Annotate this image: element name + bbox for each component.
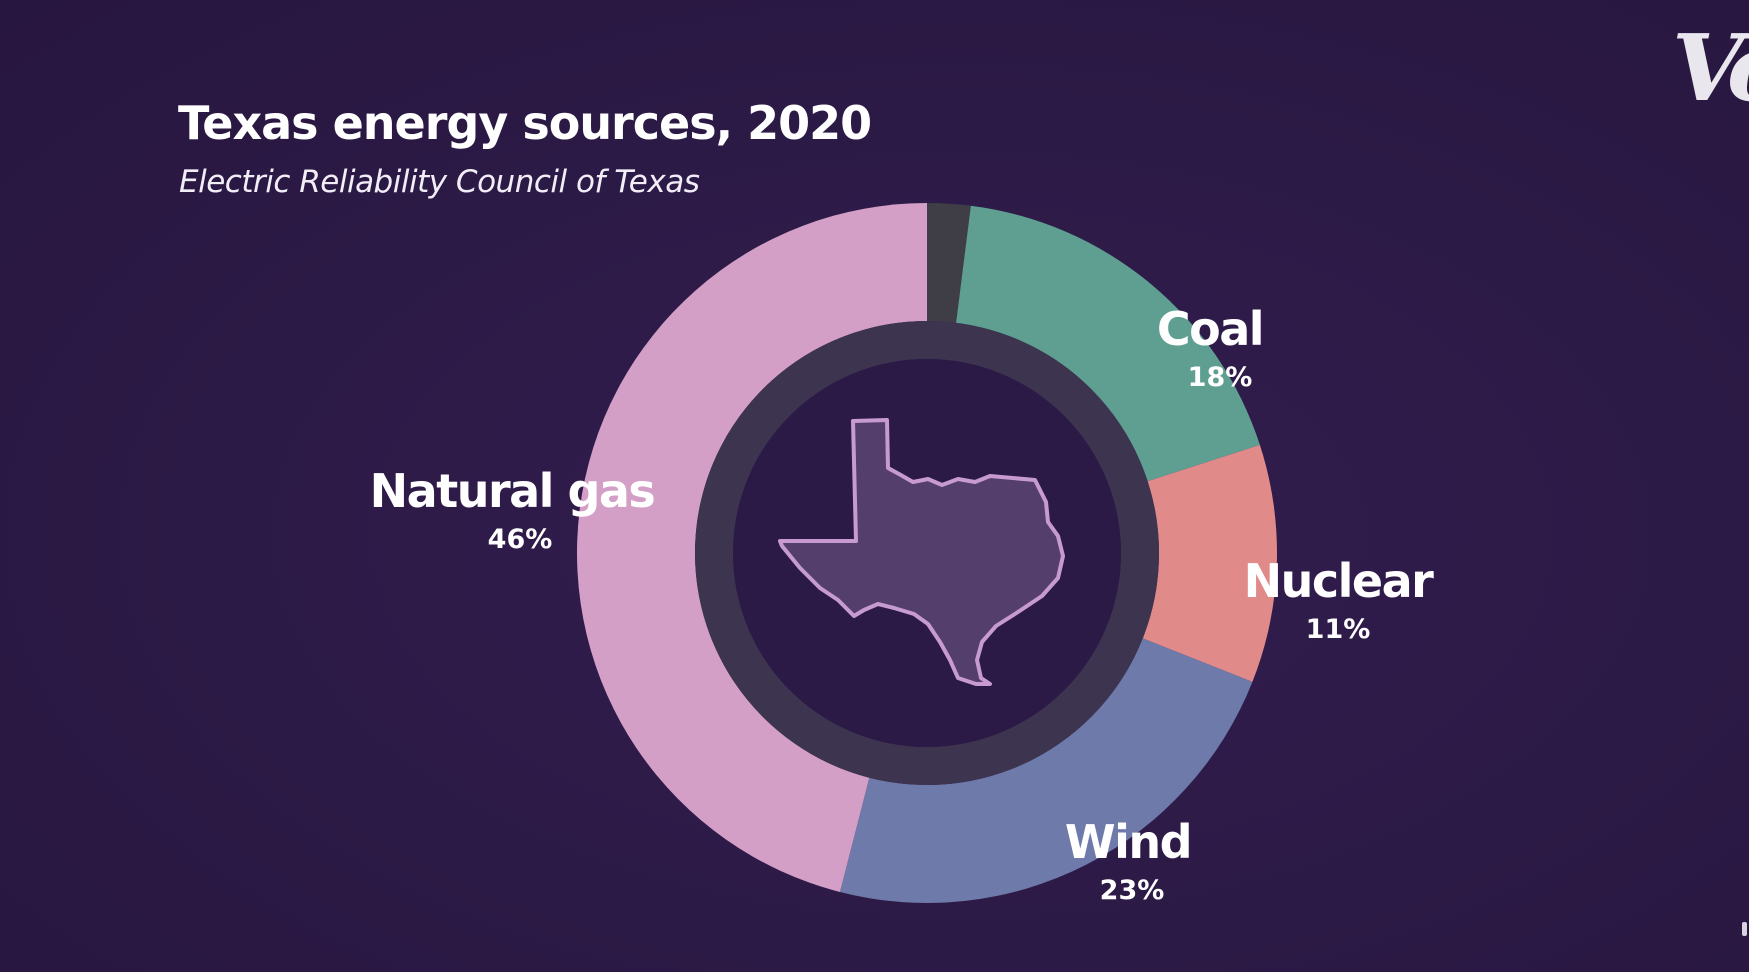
- slice-label-coal: Coal: [1157, 302, 1263, 356]
- donut-slices: [577, 202, 1277, 903]
- slice-other: [927, 203, 971, 323]
- slice-coal: [956, 205, 1260, 482]
- slice-label-wind: Wind: [1065, 815, 1191, 869]
- slice-label-natural-gas: Natural gas: [370, 464, 655, 518]
- slice-labels: Coal 18% Nuclear 11% Wind 23% Natural gas 46%: [370, 302, 1436, 906]
- chart-subtitle: Electric Reliability Council of Texas: [179, 164, 700, 200]
- inner-ring: [695, 321, 1159, 785]
- slice-value-coal: 18%: [1188, 362, 1253, 393]
- slice-label-nuclear: Nuclear: [1244, 554, 1435, 608]
- texas-outline-icon: [778, 418, 1065, 686]
- chart-title: Texas energy sources, 2020: [178, 96, 872, 150]
- slice-wind: [839, 638, 1253, 903]
- vox-logo-icon: Vo: [1672, 14, 1749, 122]
- slice-nuclear: [1142, 444, 1277, 682]
- slice-value-natural-gas: 46%: [488, 524, 553, 555]
- watermark-mark: [1742, 922, 1747, 936]
- slice-value-nuclear: 11%: [1306, 614, 1371, 645]
- slice-natural-gas: [577, 202, 927, 893]
- slice-value-wind: 23%: [1100, 875, 1165, 906]
